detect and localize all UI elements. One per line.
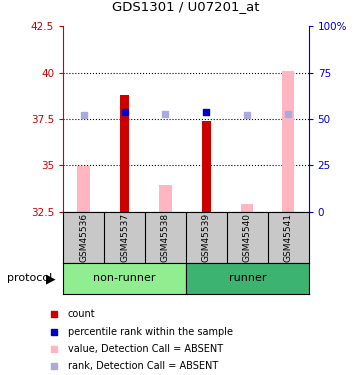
- Text: GSM45539: GSM45539: [202, 213, 211, 262]
- Point: [51, 329, 56, 335]
- Bar: [78, 166, 90, 212]
- Text: GDS1301 / U07201_at: GDS1301 / U07201_at: [112, 0, 260, 13]
- Bar: [120, 95, 129, 212]
- Point: [122, 109, 127, 115]
- Point: [51, 363, 56, 369]
- Text: percentile rank within the sample: percentile rank within the sample: [68, 327, 232, 337]
- Text: GSM45538: GSM45538: [161, 213, 170, 262]
- Text: rank, Detection Call = ABSENT: rank, Detection Call = ABSENT: [68, 362, 218, 371]
- Point: [204, 109, 209, 115]
- Point: [51, 346, 56, 352]
- Text: protocol: protocol: [7, 273, 52, 284]
- Text: count: count: [68, 309, 95, 320]
- Bar: [63, 262, 186, 294]
- Bar: [186, 262, 309, 294]
- Point: [285, 111, 291, 117]
- Point: [244, 112, 250, 118]
- Point: [162, 111, 168, 117]
- Text: ▶: ▶: [46, 272, 55, 285]
- Bar: [202, 121, 211, 212]
- Bar: [282, 71, 294, 212]
- Bar: [159, 185, 171, 212]
- Bar: [241, 204, 253, 212]
- Text: GSM45537: GSM45537: [120, 213, 129, 262]
- Point: [81, 112, 87, 118]
- Text: GSM45540: GSM45540: [243, 213, 252, 262]
- Text: value, Detection Call = ABSENT: value, Detection Call = ABSENT: [68, 344, 223, 354]
- Text: runner: runner: [229, 273, 266, 284]
- Point: [51, 311, 56, 317]
- Text: GSM45541: GSM45541: [284, 213, 293, 262]
- Text: non-runner: non-runner: [93, 273, 156, 284]
- Text: GSM45536: GSM45536: [79, 213, 88, 262]
